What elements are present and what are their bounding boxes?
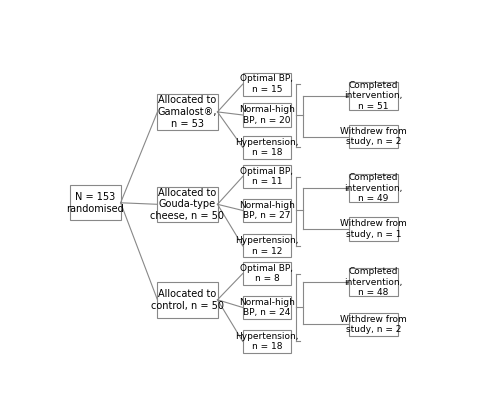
FancyBboxPatch shape: [70, 185, 120, 220]
FancyBboxPatch shape: [158, 186, 218, 222]
Text: Normal-high
BP, n = 20: Normal-high BP, n = 20: [239, 105, 295, 125]
Text: Allocated to
control, n = 50: Allocated to control, n = 50: [151, 289, 224, 310]
Text: Hypertension,
n = 18: Hypertension, n = 18: [235, 332, 298, 351]
FancyBboxPatch shape: [349, 218, 398, 240]
FancyBboxPatch shape: [242, 330, 291, 353]
Text: Optimal BP,
n = 15: Optimal BP, n = 15: [240, 74, 294, 94]
Text: Optimal BP,
n = 11: Optimal BP, n = 11: [240, 167, 294, 186]
FancyBboxPatch shape: [158, 282, 218, 318]
Text: Withdrew from
study, n = 2: Withdrew from study, n = 2: [340, 127, 407, 146]
FancyBboxPatch shape: [242, 234, 291, 258]
Text: Normal-high
BP, n = 27: Normal-high BP, n = 27: [239, 201, 295, 220]
FancyBboxPatch shape: [349, 82, 398, 110]
Text: Normal-high
BP, n = 24: Normal-high BP, n = 24: [239, 298, 295, 317]
FancyBboxPatch shape: [242, 165, 291, 188]
Text: Completed
intervention,
n = 48: Completed intervention, n = 48: [344, 267, 403, 297]
FancyBboxPatch shape: [349, 313, 398, 336]
FancyBboxPatch shape: [349, 125, 398, 148]
Text: Allocated to
Gamalost®,
n = 53: Allocated to Gamalost®, n = 53: [158, 95, 217, 128]
FancyBboxPatch shape: [242, 136, 291, 159]
Text: Withdrew from
study, n = 1: Withdrew from study, n = 1: [340, 219, 407, 239]
Text: Withdrew from
study, n = 2: Withdrew from study, n = 2: [340, 315, 407, 334]
FancyBboxPatch shape: [242, 199, 291, 222]
FancyBboxPatch shape: [242, 73, 291, 96]
FancyBboxPatch shape: [349, 268, 398, 296]
FancyBboxPatch shape: [242, 262, 291, 285]
Text: N = 153
randomised: N = 153 randomised: [66, 192, 124, 214]
Text: Completed
intervention,
n = 49: Completed intervention, n = 49: [344, 173, 403, 203]
FancyBboxPatch shape: [158, 94, 218, 130]
Text: Hypertension,
n = 12: Hypertension, n = 12: [235, 236, 298, 256]
Text: Allocated to
Gouda-type
cheese, n = 50: Allocated to Gouda-type cheese, n = 50: [150, 188, 224, 221]
FancyBboxPatch shape: [242, 104, 291, 126]
Text: Completed
intervention,
n = 51: Completed intervention, n = 51: [344, 81, 403, 111]
FancyBboxPatch shape: [349, 174, 398, 202]
Text: Optimal BP,
n = 8: Optimal BP, n = 8: [240, 264, 294, 283]
Text: Hypertension,
n = 18: Hypertension, n = 18: [235, 138, 298, 157]
FancyBboxPatch shape: [242, 296, 291, 319]
